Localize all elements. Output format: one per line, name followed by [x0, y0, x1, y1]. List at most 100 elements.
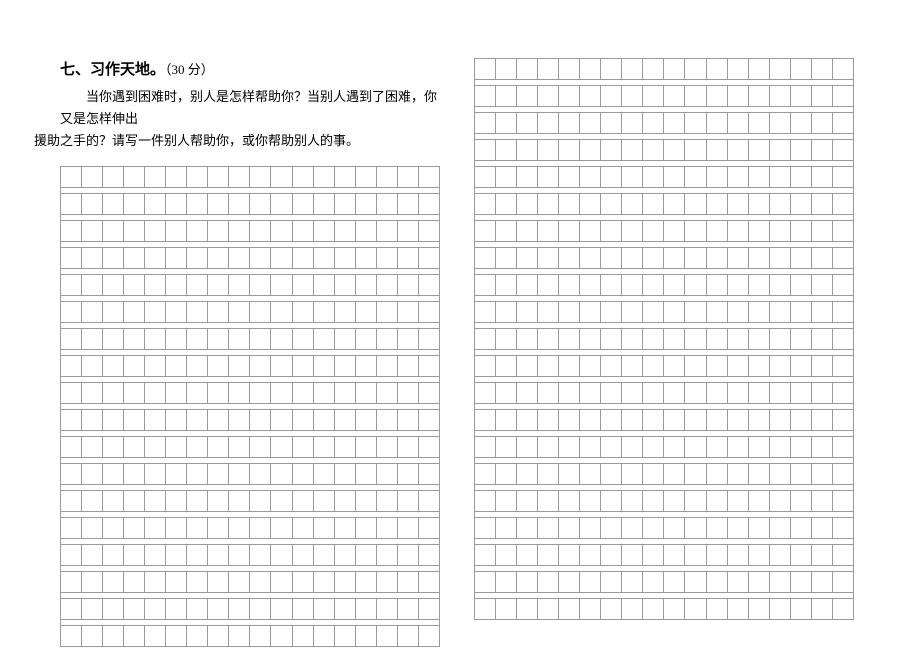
- grid-cell: [145, 356, 166, 377]
- grid-cell: [250, 572, 271, 593]
- grid-cell: [517, 464, 538, 485]
- grid-cell: [418, 464, 439, 485]
- grid-cell: [601, 59, 622, 80]
- grid-cell: [601, 140, 622, 161]
- grid-cell: [397, 464, 418, 485]
- grid-cell: [643, 572, 664, 593]
- grid-cell: [496, 113, 517, 134]
- grid-cell: [355, 329, 376, 350]
- grid-cell: [166, 572, 187, 593]
- grid-cell: [229, 194, 250, 215]
- grid-cell: [271, 167, 292, 188]
- grid-cell: [727, 410, 748, 431]
- grid-cell: [811, 194, 832, 215]
- grid-cell: [664, 356, 685, 377]
- heading-points: （30 分）: [165, 62, 214, 77]
- grid-cell: [61, 437, 82, 458]
- grid-row: [475, 248, 854, 269]
- grid-row: [475, 59, 854, 80]
- grid-cell: [769, 599, 790, 620]
- grid-cell: [517, 329, 538, 350]
- grid-cell: [769, 437, 790, 458]
- grid-cell: [559, 437, 580, 458]
- grid-cell: [187, 356, 208, 377]
- grid-cell: [832, 464, 853, 485]
- grid-cell: [208, 356, 229, 377]
- grid-cell: [790, 59, 811, 80]
- grid-cell: [559, 410, 580, 431]
- grid-cell: [559, 248, 580, 269]
- grid-cell: [187, 248, 208, 269]
- grid-cell: [496, 491, 517, 512]
- grid-cell: [685, 329, 706, 350]
- grid-cell: [538, 248, 559, 269]
- grid-cell: [103, 221, 124, 242]
- grid-cell: [559, 572, 580, 593]
- grid-cell: [517, 167, 538, 188]
- grid-cell: [622, 410, 643, 431]
- grid-cell: [61, 275, 82, 296]
- grid-cell: [397, 167, 418, 188]
- grid-cell: [811, 491, 832, 512]
- grid-cell: [790, 437, 811, 458]
- grid-cell: [229, 626, 250, 647]
- grid-row: [475, 140, 854, 161]
- grid-cell: [622, 86, 643, 107]
- grid-cell: [538, 329, 559, 350]
- grid-cell: [601, 410, 622, 431]
- grid-cell: [664, 275, 685, 296]
- grid-cell: [790, 572, 811, 593]
- grid-cell: [748, 599, 769, 620]
- grid-cell: [706, 518, 727, 539]
- grid-cell: [376, 491, 397, 512]
- grid-cell: [832, 86, 853, 107]
- grid-cell: [580, 329, 601, 350]
- grid-cell: [832, 356, 853, 377]
- grid-cell: [82, 599, 103, 620]
- grid-cell: [271, 194, 292, 215]
- grid-row: [61, 545, 440, 566]
- grid-cell: [643, 518, 664, 539]
- grid-cell: [145, 599, 166, 620]
- grid-cell: [187, 491, 208, 512]
- grid-cell: [376, 167, 397, 188]
- grid-cell: [811, 140, 832, 161]
- grid-cell: [769, 383, 790, 404]
- grid-cell: [397, 248, 418, 269]
- grid-cell: [538, 518, 559, 539]
- grid-cell: [664, 302, 685, 323]
- grid-cell: [664, 59, 685, 80]
- grid-cell: [376, 383, 397, 404]
- grid-cell: [166, 167, 187, 188]
- grid-cell: [727, 572, 748, 593]
- grid-cell: [124, 383, 145, 404]
- grid-cell: [832, 491, 853, 512]
- grid-cell: [832, 113, 853, 134]
- grid-cell: [82, 302, 103, 323]
- grid-cell: [250, 491, 271, 512]
- grid-cell: [559, 194, 580, 215]
- grid-cell: [145, 626, 166, 647]
- grid-cell: [706, 491, 727, 512]
- grid-cell: [727, 302, 748, 323]
- grid-cell: [313, 599, 334, 620]
- grid-cell: [727, 140, 748, 161]
- grid-cell: [82, 545, 103, 566]
- grid-cell: [811, 572, 832, 593]
- grid-cell: [271, 356, 292, 377]
- grid-cell: [580, 545, 601, 566]
- grid-cell: [559, 464, 580, 485]
- grid-cell: [82, 383, 103, 404]
- grid-cell: [124, 194, 145, 215]
- grid-cell: [208, 221, 229, 242]
- grid-cell: [622, 167, 643, 188]
- grid-cell: [580, 86, 601, 107]
- grid-cell: [643, 599, 664, 620]
- grid-cell: [538, 167, 559, 188]
- grid-cell: [496, 302, 517, 323]
- grid-cell: [250, 275, 271, 296]
- grid-cell: [643, 248, 664, 269]
- grid-cell: [664, 329, 685, 350]
- grid-cell: [418, 302, 439, 323]
- grid-cell: [517, 572, 538, 593]
